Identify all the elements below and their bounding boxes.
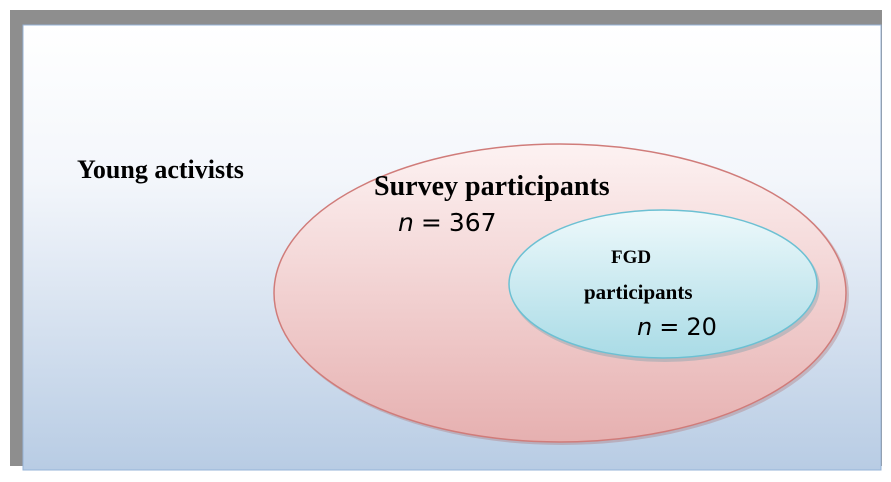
fgd-label-1: FGD — [611, 247, 651, 268]
equals: = — [659, 313, 679, 341]
fgd-ellipse — [508, 209, 818, 359]
fgd-count: n = 20 — [637, 313, 717, 341]
survey-count: n = 367 — [398, 208, 497, 237]
outer-label: Young activists — [77, 155, 244, 184]
equals: = — [421, 208, 442, 237]
n-symbol: n — [398, 208, 414, 237]
count: 20 — [686, 313, 717, 341]
survey-label: Survey participants — [374, 171, 610, 202]
n-symbol: n — [637, 313, 652, 341]
fgd-label-2: participants — [584, 280, 693, 304]
count: 367 — [449, 208, 497, 237]
